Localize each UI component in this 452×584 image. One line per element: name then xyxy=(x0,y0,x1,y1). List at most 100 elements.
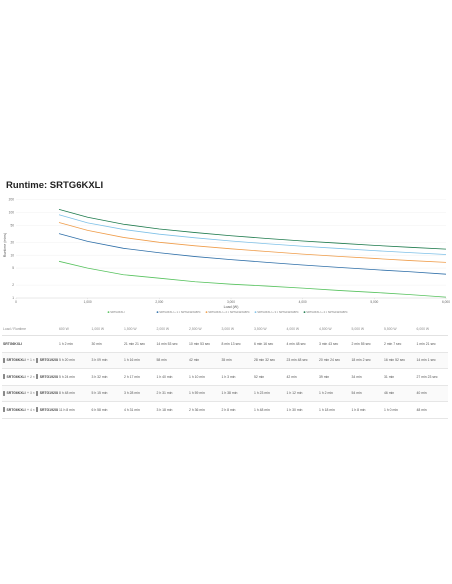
runtime-cell: 2 min 55 sec xyxy=(350,335,383,353)
runtime-cell: 1 h 10 min xyxy=(188,368,221,386)
x-tick-label: 2,000 xyxy=(155,300,163,304)
runtime-cell: 1 min 21 sec xyxy=(415,335,448,353)
configuration-cell: SRTG6KXLI+ 4 × SRTG192XLBP4 xyxy=(2,401,58,419)
table-row: SRTG6KXLI 1 h 2 min 30 min 21 min 21 sec 14 … xyxy=(2,335,448,353)
x-tick-label: 0 xyxy=(15,300,17,304)
runtime-cell: 2 h 36 min xyxy=(188,401,221,419)
battery-pack-model: SRTG192XLBP4 xyxy=(39,407,58,412)
legend-label: SRTG6KXLI + 4 × SRTG192XLBP4 xyxy=(306,310,348,314)
runtime-cell: 6 min 16 sec xyxy=(253,335,286,353)
y-tick-label: 2 xyxy=(12,283,14,287)
ups-icon xyxy=(3,374,5,380)
battery-pack-model: SRTG192XLBP4 xyxy=(39,391,58,396)
ups-icon xyxy=(3,407,5,413)
battery-pack-icon xyxy=(36,357,39,363)
runtime-cell: 1 h 18 min xyxy=(318,401,351,419)
runtime-cell: 1 h 2 min xyxy=(58,335,91,353)
x-tick-label: 5,000 xyxy=(370,300,378,304)
runtime-cell: 1 h 59 min xyxy=(188,385,221,402)
runtime-cell: 48 min xyxy=(415,401,448,419)
series-line xyxy=(58,233,447,275)
runtime-cell: 23 min 48 sec xyxy=(285,352,318,369)
runtime-cell: 28 min 32 sec xyxy=(253,352,286,369)
runtime-cell: 3 min 43 sec xyxy=(318,335,351,353)
battery-pack-model: SRTG192XLBP4 xyxy=(39,374,58,379)
table-header-load: 3,500 W xyxy=(253,322,286,336)
pack-count: + 1 × xyxy=(27,358,35,363)
table-header-load: 5,000 W xyxy=(350,322,383,336)
y-tick-label: 1 xyxy=(12,296,14,300)
pack-count: + 3 × xyxy=(27,391,35,396)
runtime-cell: 10 min 53 sec xyxy=(188,335,221,353)
runtime-cell: 40 min xyxy=(415,385,448,402)
page-title: Runtime: SRTG6KXLI xyxy=(6,180,104,191)
table-header-load: 2,500 W xyxy=(188,322,221,336)
battery-pack-icon xyxy=(36,390,39,396)
table-header-load: 3,000 W xyxy=(220,322,253,336)
runtime-cell: 2 min 7 sec xyxy=(383,335,416,353)
configuration-cell: SRTG6KXLI xyxy=(2,335,58,353)
runtime-cell: 39 min xyxy=(318,368,351,386)
ups-model: SRTG6KXLI xyxy=(6,358,26,363)
table-header-load: 2,000 W xyxy=(155,322,188,336)
pack-count: + 4 × xyxy=(27,407,35,412)
runtime-cell: 8 min 13 sec xyxy=(220,335,253,353)
ups-model: SRTG6KXLI xyxy=(3,341,23,346)
x-tick-label: 3,000 xyxy=(227,300,235,304)
runtime-cell: 2 h 17 min xyxy=(123,368,156,386)
table-header-label: Load / Runtime xyxy=(2,322,58,336)
runtime-cell: 27 min 23 sec xyxy=(415,368,448,386)
y-tick-label: 100 xyxy=(9,211,15,215)
y-tick-label: 10 xyxy=(10,253,14,257)
series-line xyxy=(58,260,447,298)
runtime-cell: 3 h 28 min xyxy=(123,385,156,402)
runtime-cell: 52 min xyxy=(253,368,286,386)
runtime-cell: 5 h 20 min xyxy=(58,352,91,369)
y-axis-title: Runtime (mins) xyxy=(3,233,7,257)
ups-model: SRTG6KXLI xyxy=(6,407,26,412)
runtime-cell: 31 min xyxy=(383,368,416,386)
x-tick-label: 1,000 xyxy=(84,300,92,304)
ups-model: SRTG6KXLI xyxy=(6,391,26,396)
legend-label: SRTG6KXLI + 2 × SRTG192XLBP4 xyxy=(208,310,250,314)
runtime-cell: 1 h 48 min xyxy=(253,401,286,419)
y-tick-label: 200 xyxy=(9,198,15,202)
runtime-cell: 1 h 16 min xyxy=(123,352,156,369)
runtime-cell: 1 h 0 min xyxy=(383,401,416,419)
runtime-cell: 20 min 24 sec xyxy=(318,352,351,369)
table-header-load: 5,500 W xyxy=(383,322,416,336)
runtime-cell: 4 min 48 sec xyxy=(285,335,318,353)
runtime-cell: 1 h 38 min xyxy=(220,385,253,402)
runtime-table: Load / Runtime 600 W 1,000 W 1,500 W 2,000 W… xyxy=(2,322,448,419)
runtime-cell: 1 h 12 min xyxy=(285,385,318,402)
runtime-cell: 1 h 40 min xyxy=(155,368,188,386)
x-axis-title: Load (W) xyxy=(224,305,239,309)
configuration-cell: SRTG6KXLI+ 2 × SRTG192XLBP4 xyxy=(2,368,58,386)
runtime-cell: 42 min xyxy=(285,368,318,386)
runtime-cell: 46 min xyxy=(383,385,416,402)
runtime-cell: 5 h 15 min xyxy=(90,385,123,402)
runtime-cell: 3 h 18 min xyxy=(155,401,188,419)
runtime-cell: 2 h 8 min xyxy=(220,401,253,419)
legend-label: SRTG6KXLI + 1 × SRTG192XLBP4 xyxy=(159,310,201,314)
runtime-cell: 54 min xyxy=(350,385,383,402)
legend-marker xyxy=(156,311,159,313)
runtime-cell: 16 min 52 sec xyxy=(383,352,416,369)
table-header-load: 600 W xyxy=(58,322,91,336)
runtime-cell: 6 h 58 min xyxy=(90,401,123,419)
runtime-cell: 1 h 2 min xyxy=(318,385,351,402)
x-tick-label: 6,000 xyxy=(442,300,450,304)
runtime-cell: 11 h 8 min xyxy=(58,401,91,419)
runtime-cell: 14 min 1 sec xyxy=(415,352,448,369)
y-tick-label: 5 xyxy=(12,266,14,270)
table-header-load: 4,000 W xyxy=(285,322,318,336)
table-header-load: 1,500 W xyxy=(123,322,156,336)
y-tick-label: 20 xyxy=(10,240,14,244)
table-header-load: 6,000 W xyxy=(415,322,448,336)
runtime-cell: 35 min xyxy=(220,352,253,369)
pack-count: + 2 × xyxy=(27,374,35,379)
